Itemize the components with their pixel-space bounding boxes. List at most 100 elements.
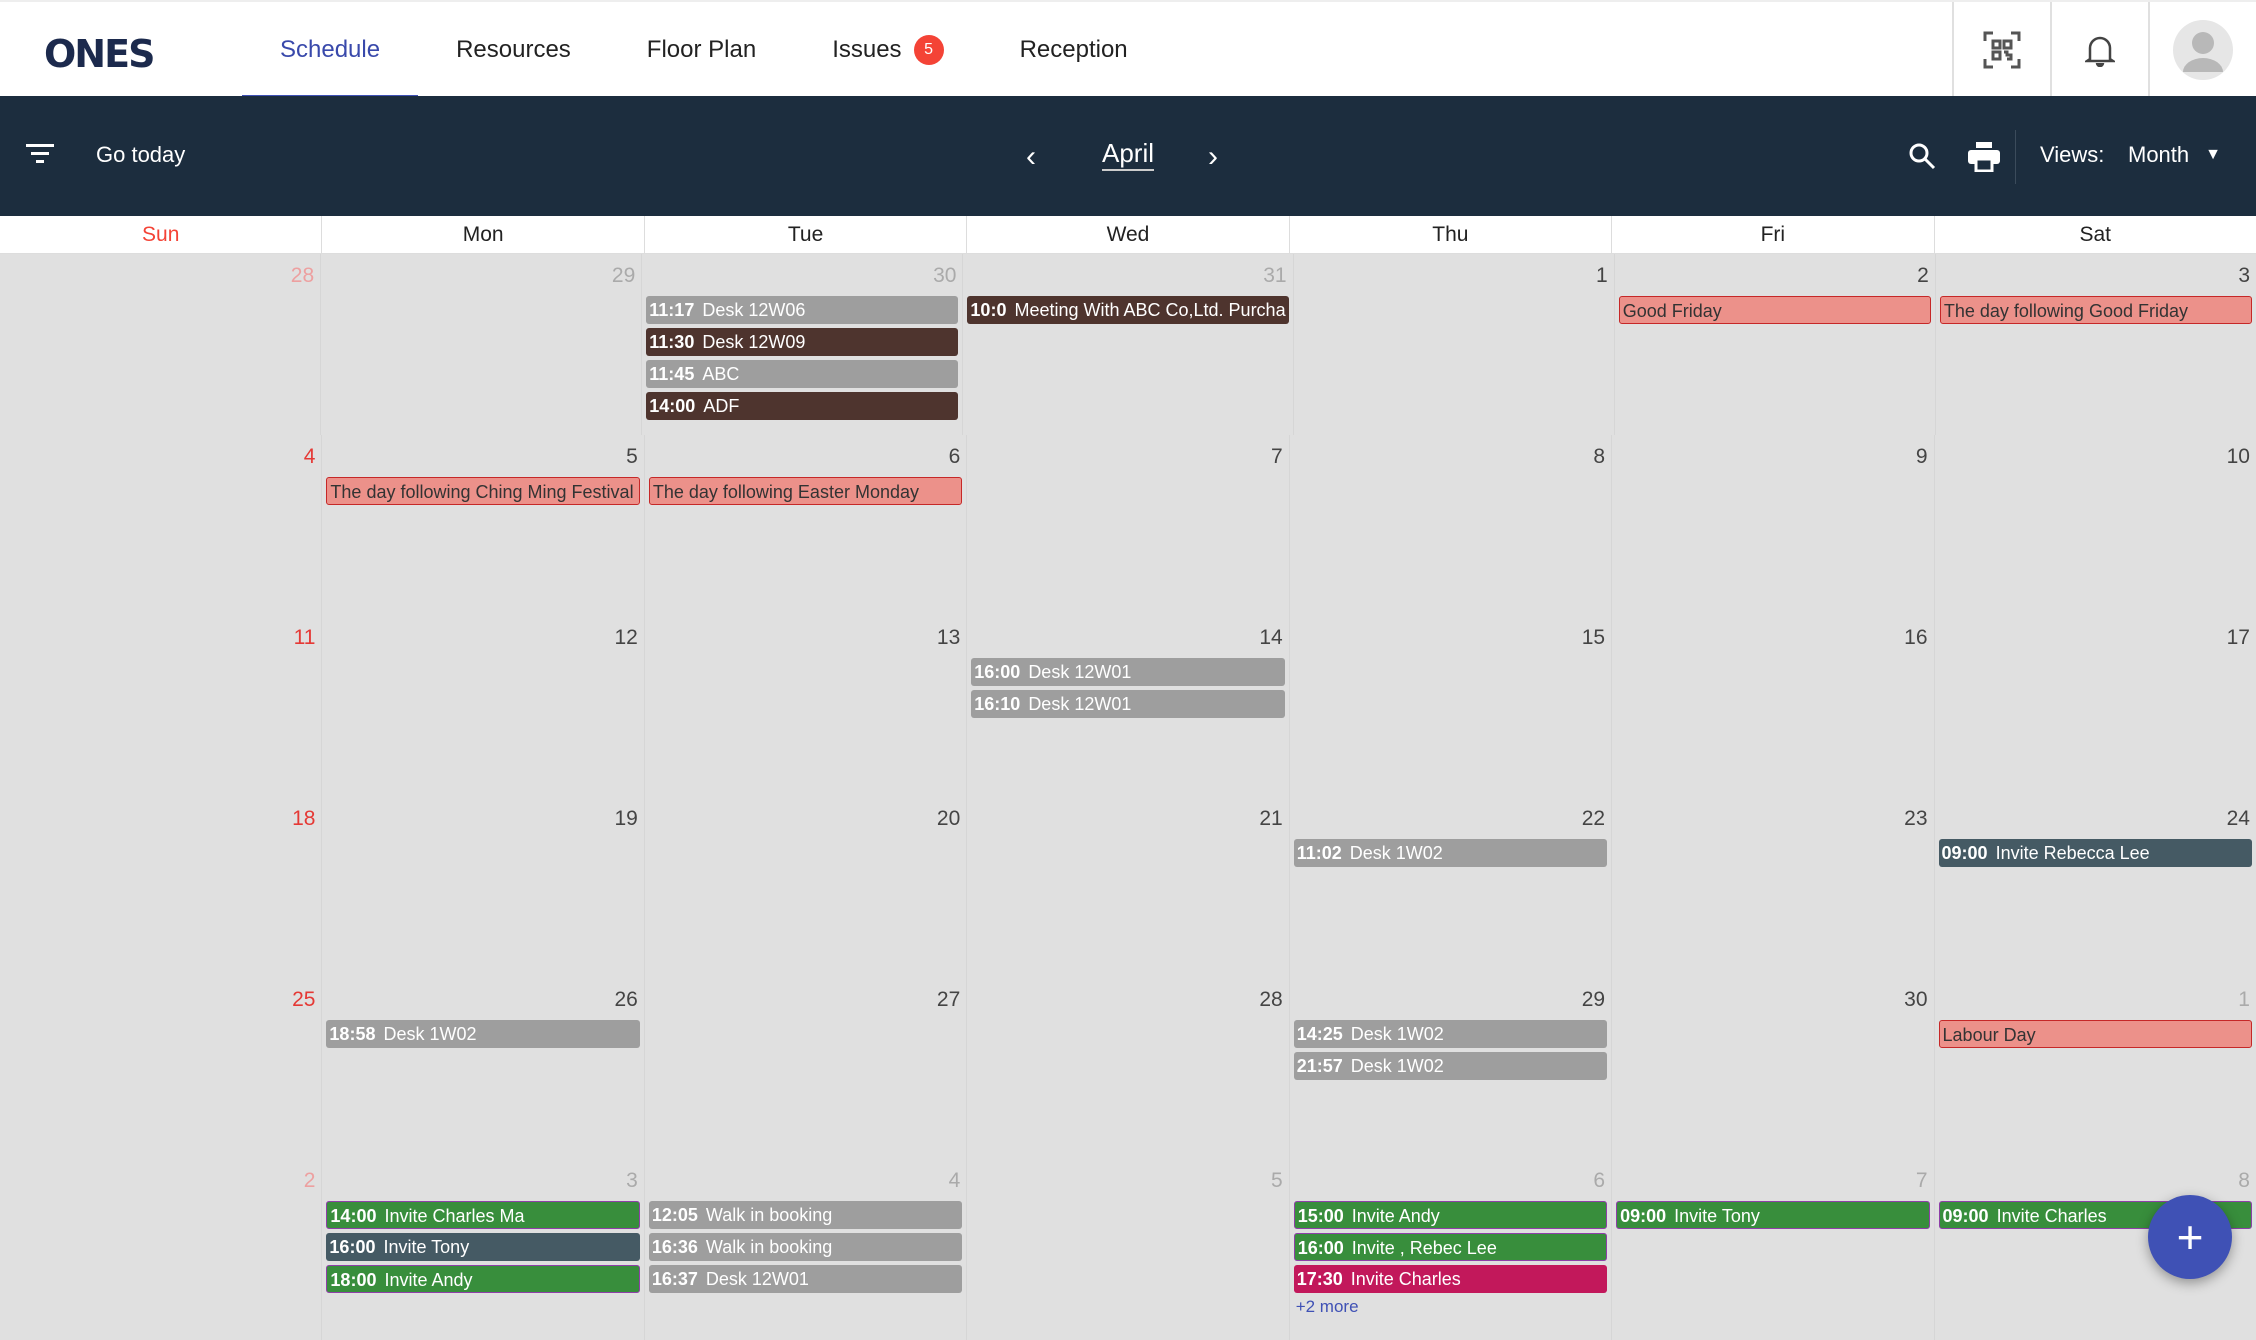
- calendar-event[interactable]: 16:36 Walk in booking: [648, 1233, 963, 1261]
- calendar-day-cell[interactable]: 3 14:00 Invite Charles Ma 16:00 Invite Tony 1…: [321, 1159, 643, 1340]
- calendar-event[interactable]: 16:37 Desk 12W01: [648, 1265, 963, 1293]
- calendar-day-cell[interactable]: 4: [0, 435, 321, 616]
- calendar-event[interactable]: 16:10 Desk 12W01: [971, 690, 1285, 718]
- notifications-button[interactable]: [2050, 2, 2148, 98]
- calendar-day-cell[interactable]: 18: [0, 797, 321, 978]
- holiday-event[interactable]: The day following Good Friday: [1939, 296, 2252, 324]
- chevron-right-icon: ›: [1208, 140, 1218, 173]
- month-picker[interactable]: April: [1102, 138, 1155, 171]
- day-number: 27: [936, 988, 961, 1011]
- tab-schedule[interactable]: Schedule: [242, 2, 419, 98]
- calendar-day-cell[interactable]: 17: [1933, 616, 2256, 797]
- weekday-sat: Sat: [1933, 216, 2256, 253]
- event-time: 18:00: [330, 1270, 377, 1290]
- calendar-event[interactable]: 11:30 Desk 12W09: [646, 328, 959, 356]
- tab-issues[interactable]: Issues 5: [794, 2, 981, 98]
- calendar-day-cell[interactable]: 31 10:0 Meeting With ABC Co,Ltd. Purcha: [962, 254, 1292, 435]
- calendar-day-cell[interactable]: 9: [1611, 435, 1933, 616]
- calendar-event[interactable]: 14:25 Desk 1W02: [1293, 1020, 1608, 1048]
- calendar-event[interactable]: 11:17 Desk 12W06: [646, 296, 959, 324]
- calendar-event[interactable]: 12:05 Walk in booking: [648, 1201, 963, 1229]
- add-booking-button[interactable]: +: [2148, 1195, 2232, 1279]
- holiday-event[interactable]: The day following Ching Ming Festival: [326, 477, 640, 505]
- event-title: Desk 1W02: [383, 1024, 477, 1044]
- calendar-day-cell[interactable]: 15: [1288, 616, 1611, 797]
- calendar-day-cell[interactable]: 28: [0, 254, 320, 435]
- calendar-day-cell[interactable]: 5: [966, 1159, 1288, 1340]
- holiday-event[interactable]: Labour Day: [1938, 1020, 2252, 1048]
- view-select[interactable]: Month ▼: [2128, 142, 2221, 168]
- calendar-day-cell[interactable]: 2: [0, 1159, 321, 1340]
- day-number: 1: [2238, 988, 2250, 1011]
- go-today-button[interactable]: Go today: [96, 142, 186, 167]
- calendar-day-cell[interactable]: 7 09:00 Invite Tony: [1611, 1159, 1933, 1340]
- weekday-header: Sun Mon Tue Wed Thu Fri Sat: [0, 216, 2256, 254]
- calendar-day-cell[interactable]: 3 The day following Good Friday: [1934, 254, 2256, 435]
- tab-resources[interactable]: Resources: [418, 2, 609, 98]
- calendar-day-cell[interactable]: 8: [1288, 435, 1611, 616]
- filter-button[interactable]: [26, 142, 54, 164]
- more-events-link[interactable]: +2 more: [1295, 1297, 1359, 1316]
- calendar-event[interactable]: 16:00 Desk 12W01: [971, 658, 1285, 686]
- calendar-day-cell[interactable]: 1: [1292, 254, 1614, 435]
- holiday-event[interactable]: Good Friday: [1618, 296, 1931, 324]
- day-number: 7: [1915, 1169, 1928, 1192]
- calendar-event[interactable]: 09:00 Invite Rebecca Lee: [1938, 839, 2252, 867]
- calendar-day-cell[interactable]: 20: [643, 797, 966, 978]
- calendar-day-cell[interactable]: 28: [966, 978, 1288, 1159]
- calendar-day-cell[interactable]: 4 12:05 Walk in booking 16:36 Walk in bookin…: [643, 1159, 966, 1340]
- calendar-day-cell[interactable]: 7: [966, 435, 1288, 616]
- calendar-day-cell[interactable]: 30: [1611, 978, 1933, 1159]
- calendar-event[interactable]: 11:45 ABC: [646, 360, 959, 388]
- calendar-day-cell[interactable]: 6 The day following Easter Monday: [643, 435, 966, 616]
- calendar-day-cell[interactable]: 2 Good Friday: [1613, 254, 1935, 435]
- calendar-day-cell[interactable]: 6 15:00 Invite Andy 16:00 Invite , Rebec Lee…: [1288, 1159, 1611, 1340]
- day-number: 12: [614, 626, 638, 649]
- calendar-event[interactable]: 14:00 ADF: [646, 392, 959, 420]
- calendar-day-cell[interactable]: 29 14:25 Desk 1W02 21:57 Desk 1W02: [1288, 978, 1611, 1159]
- calendar-day-cell[interactable]: 22 11:02 Desk 1W02: [1288, 797, 1611, 978]
- calendar-day-cell[interactable]: 1 Labour Day: [1933, 978, 2256, 1159]
- calendar-day-cell[interactable]: 19: [321, 797, 643, 978]
- tab-floor-plan[interactable]: Floor Plan: [609, 2, 794, 98]
- tab-reception[interactable]: Reception: [982, 2, 1166, 98]
- event-title: The day following Easter Monday: [652, 482, 919, 502]
- calendar-day-cell[interactable]: 16: [1611, 616, 1933, 797]
- qr-scan-button[interactable]: [1952, 2, 2050, 98]
- calendar-event[interactable]: 09:00 Invite Tony: [1616, 1201, 1930, 1229]
- print-button[interactable]: [1968, 142, 2000, 172]
- day-number: 8: [2238, 1169, 2250, 1192]
- calendar-day-cell[interactable]: 21: [966, 797, 1288, 978]
- holiday-event[interactable]: The day following Easter Monday: [648, 477, 963, 505]
- calendar-event[interactable]: 17:30 Invite Charles: [1293, 1265, 1608, 1293]
- day-number: 2: [1917, 264, 1929, 287]
- calendar-event[interactable]: 11:02 Desk 1W02: [1293, 839, 1608, 867]
- calendar-day-cell[interactable]: 26 18:58 Desk 1W02: [321, 978, 643, 1159]
- calendar-event[interactable]: 15:00 Invite Andy: [1293, 1201, 1608, 1229]
- calendar-day-cell[interactable]: 13: [643, 616, 966, 797]
- calendar-day-cell[interactable]: 12: [321, 616, 643, 797]
- calendar-day-cell[interactable]: 27: [643, 978, 966, 1159]
- calendar-event[interactable]: 18:00 Invite Andy: [326, 1265, 640, 1293]
- calendar-day-cell[interactable]: 24 09:00 Invite Rebecca Lee: [1933, 797, 2256, 978]
- calendar-day-cell[interactable]: 30 11:17 Desk 12W06 11:30 Desk 12W09 11:45 ABC…: [641, 254, 962, 435]
- calendar-event[interactable]: 21:57 Desk 1W02: [1293, 1052, 1608, 1080]
- calendar-day-cell[interactable]: 10: [1933, 435, 2256, 616]
- calendar-day-cell[interactable]: 14 16:00 Desk 12W01 16:10 Desk 12W01: [966, 616, 1288, 797]
- calendar-day-cell[interactable]: 23: [1611, 797, 1933, 978]
- calendar-day-cell[interactable]: 5 The day following Ching Ming Festival: [321, 435, 643, 616]
- search-button[interactable]: [1908, 142, 1936, 170]
- calendar-day-cell[interactable]: 29: [320, 254, 641, 435]
- calendar-event[interactable]: 16:00 Invite , Rebec Lee: [1293, 1233, 1608, 1261]
- prev-month-button[interactable]: ‹: [1026, 140, 1036, 174]
- event-title: Desk 12W01: [705, 1269, 809, 1289]
- calendar-event[interactable]: 18:58 Desk 1W02: [326, 1020, 640, 1048]
- calendar-day-cell[interactable]: 25: [0, 978, 321, 1159]
- next-month-button[interactable]: ›: [1208, 140, 1218, 174]
- calendar-day-cell[interactable]: 11: [0, 616, 321, 797]
- calendar-event[interactable]: 14:00 Invite Charles Ma: [326, 1201, 640, 1229]
- calendar-event[interactable]: 10:0 Meeting With ABC Co,Ltd. Purcha: [967, 296, 1289, 324]
- calendar-event[interactable]: 16:00 Invite Tony: [326, 1233, 640, 1261]
- weekday-sun: Sun: [142, 223, 180, 246]
- user-menu-button[interactable]: [2148, 2, 2256, 98]
